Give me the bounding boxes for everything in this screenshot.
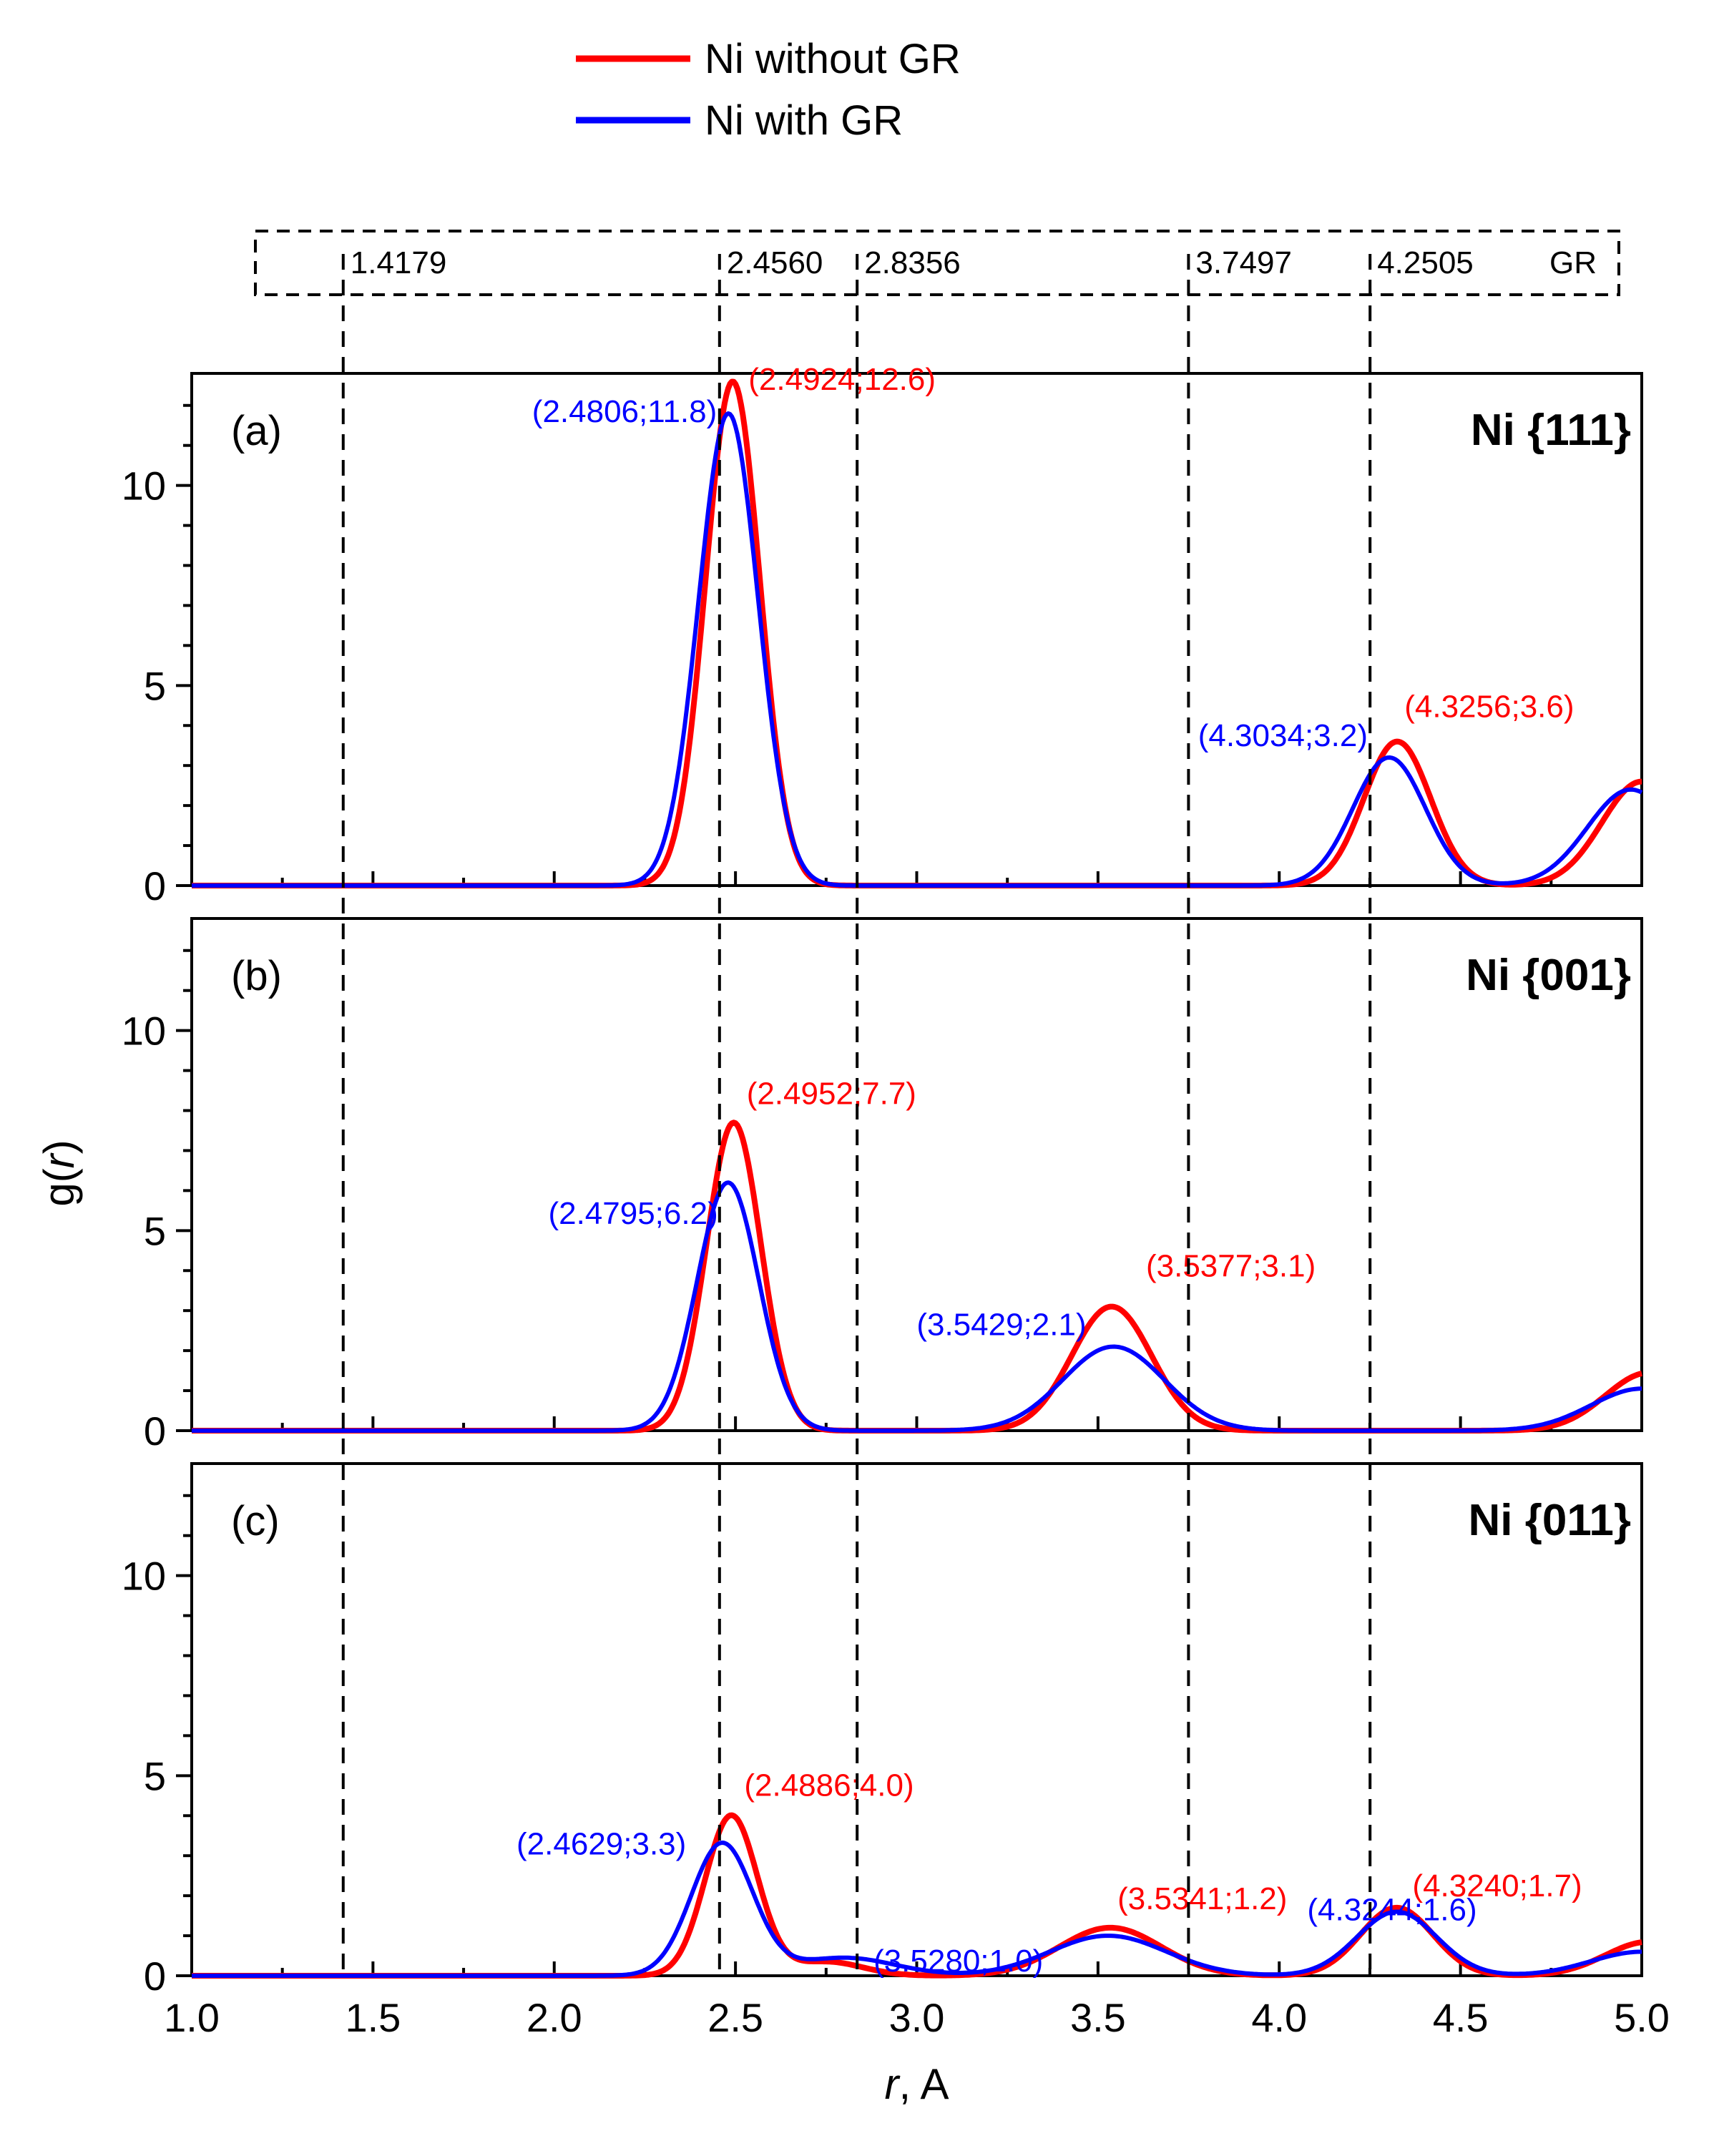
peak-annotation: (4.3034;3.2) — [1198, 718, 1368, 753]
x-tick-label: 3.0 — [889, 1995, 945, 2040]
peak-annotation: (2.4886;4.0) — [744, 1768, 914, 1803]
x-tick-label: 2.0 — [527, 1995, 582, 2040]
panel-0: 0 5 10 (a) Ni {111} (2.4806;11.8) (2.4924;12.6… — [122, 362, 1643, 908]
panel-frame — [190, 917, 1643, 1432]
panel-letter: (c) — [231, 1498, 280, 1544]
legend-label: Ni without GR — [705, 36, 961, 82]
panel-letter: (b) — [231, 953, 282, 999]
x-axis-label: r, A — [884, 2060, 949, 2108]
peak-annotation: (3.5429;2.1) — [916, 1308, 1086, 1343]
x-axis-label-italic: r — [884, 2060, 900, 2108]
peak-annotation: (2.4924;12.6) — [748, 362, 936, 397]
panels: 0 5 10 (a) Ni {111} (2.4806;11.8) (2.4924;12.6… — [122, 362, 1643, 1999]
gr-box-frame — [254, 230, 1620, 296]
gr-line-label: 1.4179 — [351, 245, 447, 280]
peak-annotation: (4.3244;1.6) — [1307, 1893, 1477, 1928]
peak-annotation: (4.3256;3.6) — [1404, 690, 1574, 725]
x-axis: 1.0 1.5 2.0 2.5 3.0 3.5 4.0 4.5 5.0 r, A — [164, 1995, 1670, 2108]
y-tick-label: 10 — [122, 1009, 166, 1054]
y-tick-label: 0 — [144, 1408, 166, 1454]
gr-reference-box: 1.4179 2.4560 2.8356 3.7497 4.2505 GR — [254, 230, 1620, 296]
peak-annotation: (2.4795;6.2) — [548, 1196, 718, 1231]
peak-annotation: (3.5280;1.0) — [873, 1944, 1043, 1979]
y-axis-label-suffix: ) — [35, 1140, 83, 1154]
peak-annotation: (4.3240;1.7) — [1412, 1868, 1582, 1903]
y-axis-label: g(r) — [35, 1140, 83, 1206]
x-tick-label: 1.0 — [164, 1995, 220, 2040]
x-tick-label: 4.0 — [1251, 1995, 1307, 2040]
x-tick-label: 5.0 — [1614, 1995, 1670, 2040]
peak-annotation: (2.4952;7.7) — [747, 1076, 916, 1111]
y-tick-label: 10 — [122, 1554, 166, 1599]
x-tick-label: 2.5 — [707, 1995, 763, 2040]
x-tick-label: 4.5 — [1433, 1995, 1489, 2040]
legend-label: Ni with GR — [705, 97, 903, 144]
panel-title: Ni {111} — [1471, 406, 1631, 455]
series-line-ni-with-gr — [191, 1180, 1642, 1433]
legend: Ni without GR Ni with GR — [576, 36, 961, 144]
gr-tag: GR — [1549, 245, 1597, 280]
panel-title: Ni {011} — [1468, 1496, 1631, 1545]
x-tick-label: 3.5 — [1070, 1995, 1126, 2040]
panel-1: 0 5 10 (b) Ni {001} (2.4795;6.2) (2.4952;7.7) (… — [122, 917, 1643, 1454]
y-tick-label: 0 — [144, 863, 166, 908]
y-axis-label-prefix: g( — [35, 1168, 83, 1206]
peak-annotation: (2.4806;11.8) — [532, 394, 717, 429]
gr-line-label: 2.8356 — [864, 245, 961, 280]
gr-line-label: 3.7497 — [1195, 245, 1292, 280]
series-line-ni-with-gr — [191, 1841, 1642, 1978]
panel-title: Ni {001} — [1466, 951, 1631, 1000]
y-axis-label: g(r) — [35, 1140, 83, 1206]
gr-reference-lines — [341, 254, 1372, 1976]
y-tick-label: 5 — [144, 1208, 166, 1253]
gr-line-label: 2.4560 — [727, 245, 823, 280]
y-tick-label: 10 — [122, 464, 166, 509]
series-line-ni-with-gr — [191, 411, 1643, 888]
peak-annotation: (2.4629;3.3) — [516, 1826, 686, 1861]
peak-annotation: (3.5341;1.2) — [1117, 1881, 1287, 1916]
y-axis-label-italic: r — [35, 1152, 83, 1168]
y-tick-label: 5 — [144, 663, 166, 708]
x-tick-label: 1.5 — [345, 1995, 401, 2040]
y-tick-label: 5 — [144, 1753, 166, 1798]
panel-letter: (a) — [231, 408, 282, 454]
y-tick-label: 0 — [144, 1954, 166, 1999]
x-axis-label-rest: , A — [898, 2060, 949, 2108]
panel-2: 0 5 10 (c) Ni {011} (2.4629;3.3) (2.4886;4.0) (… — [122, 1462, 1643, 1999]
peak-annotation: (3.5377;3.1) — [1146, 1249, 1316, 1284]
series-line-ni-without-gr — [190, 1119, 1643, 1434]
gr-line-label: 4.2505 — [1377, 245, 1474, 280]
